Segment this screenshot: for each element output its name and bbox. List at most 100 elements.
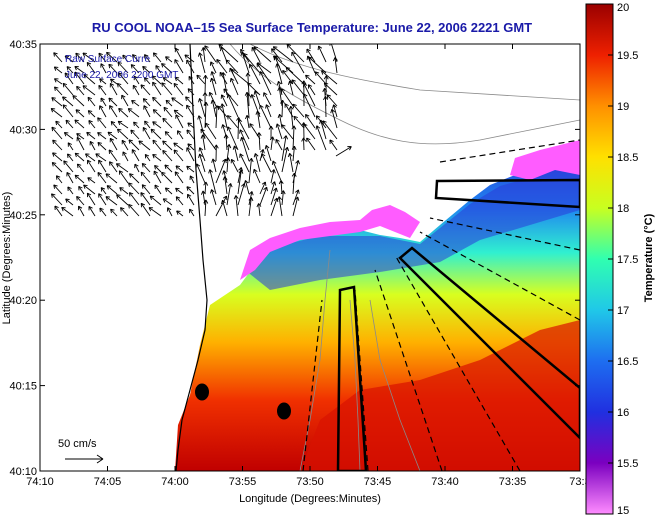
current-vector-head — [226, 59, 231, 62]
current-vector-head — [261, 181, 266, 185]
current-vector-head — [75, 109, 78, 114]
current-vector — [66, 172, 74, 184]
current-vector-head — [301, 80, 305, 85]
current-vector-head — [251, 191, 254, 196]
current-vector-head — [133, 121, 138, 124]
current-vector-head — [88, 205, 93, 209]
current-vector-head — [250, 94, 253, 99]
current-vector — [110, 208, 118, 217]
current-vector-head — [240, 137, 242, 142]
current-vector-head — [134, 163, 139, 167]
current-vector — [270, 197, 278, 217]
current-vector-head — [220, 200, 223, 205]
current-vector-head — [105, 173, 108, 178]
current-vector — [204, 181, 207, 195]
current-vector-head — [273, 55, 276, 61]
current-vector-head — [291, 172, 295, 177]
current-vector — [143, 105, 151, 118]
current-vector — [237, 183, 245, 206]
current-vector-head — [262, 149, 265, 154]
current-vector-head — [76, 196, 81, 199]
current-vector-head — [110, 137, 115, 141]
current-vector — [175, 165, 184, 173]
current-vector-head — [119, 170, 124, 173]
current-vector-head — [269, 136, 274, 141]
current-vector-head — [222, 124, 226, 128]
current-vector-head — [295, 160, 299, 164]
current-vector — [53, 184, 63, 195]
current-vector-head — [117, 62, 120, 67]
current-vector-head — [132, 54, 137, 57]
current-vector-head — [154, 165, 156, 170]
current-vector — [244, 180, 250, 195]
current-vector-head — [212, 99, 216, 104]
current-vector-head — [88, 110, 93, 112]
current-vector-head — [106, 185, 109, 190]
current-vector — [196, 74, 206, 85]
current-vector-head — [128, 182, 130, 187]
current-vector-head — [162, 140, 167, 143]
current-vector — [303, 93, 316, 118]
current-vector — [246, 92, 250, 118]
current-vector — [273, 46, 294, 63]
current-vector — [265, 104, 272, 118]
current-vector-head — [291, 145, 295, 150]
current-vector-head — [65, 120, 68, 125]
current-vector-head — [220, 47, 222, 52]
current-vector-head — [186, 186, 191, 189]
current-vector-head — [261, 153, 266, 157]
current-vector-head — [167, 207, 172, 211]
current-vector — [246, 115, 250, 129]
current-vector — [61, 207, 74, 217]
current-vector — [292, 103, 305, 118]
current-vector-head — [163, 106, 168, 110]
current-vector — [222, 200, 228, 217]
current-vector — [87, 110, 96, 118]
current-vector-head — [246, 91, 250, 96]
current-vector-head — [90, 141, 94, 144]
current-vector — [258, 132, 261, 151]
current-vector-head — [321, 70, 324, 75]
current-vector — [110, 121, 118, 129]
current-vector — [292, 196, 299, 217]
current-vector — [122, 54, 129, 63]
x-tick-label: 73:35 — [499, 476, 527, 488]
current-vector-head — [226, 126, 229, 131]
sst-warm-core — [300, 320, 580, 471]
current-vector-head — [198, 98, 200, 103]
current-vector-head — [215, 144, 219, 149]
current-vector-head — [289, 80, 293, 85]
x-axis: 74:10 74:05 74:00 73:55 73:50 73:45 73:40 73:35… — [26, 44, 591, 488]
current-vector-head — [173, 82, 178, 86]
current-vector-head — [205, 199, 209, 204]
current-vector — [63, 160, 74, 173]
current-vector-head — [218, 44, 224, 46]
current-vector-head — [110, 82, 115, 86]
current-vector-head — [65, 198, 68, 203]
current-vector-head — [227, 115, 232, 118]
current-vector — [175, 187, 184, 195]
current-vector-head — [141, 163, 144, 168]
current-vector-head — [253, 168, 258, 172]
current-vector-head — [175, 76, 180, 79]
current-vector — [163, 107, 173, 118]
current-vector-head — [243, 53, 248, 56]
current-vector — [165, 187, 173, 195]
current-vector — [155, 65, 162, 74]
current-vector-head — [74, 119, 79, 122]
current-vector-head — [66, 66, 72, 69]
current-vector-head — [132, 149, 136, 152]
scale-label: 50 cm/s — [58, 438, 97, 450]
current-vector-head — [187, 122, 192, 124]
current-vector-head — [202, 92, 206, 97]
current-vector-head — [61, 207, 64, 212]
current-vector-head — [218, 105, 223, 108]
current-vector — [292, 146, 295, 162]
current-vector — [55, 120, 63, 129]
current-vector — [105, 196, 118, 206]
current-vector — [51, 126, 63, 140]
current-vector-head — [74, 175, 77, 180]
current-vector-head — [253, 46, 256, 51]
scale-arrow — [65, 454, 104, 464]
current-vector-head — [152, 75, 157, 78]
